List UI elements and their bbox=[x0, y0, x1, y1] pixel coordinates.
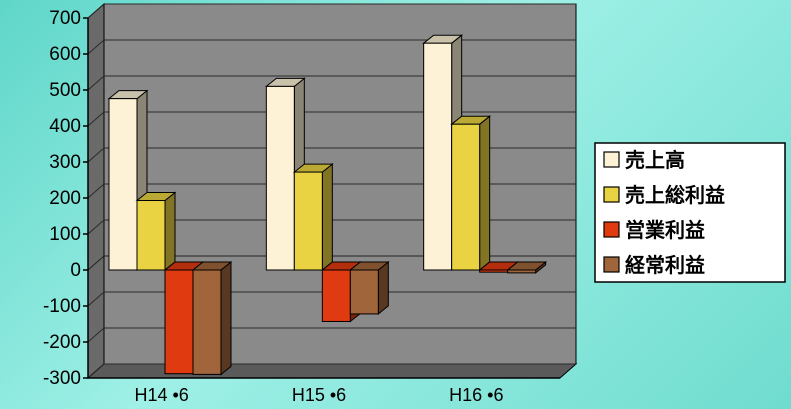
y-tick-label: 300 bbox=[49, 152, 81, 173]
grid-line bbox=[87, 147, 576, 163]
bar-2-1 bbox=[135, 191, 177, 272]
grid-line bbox=[87, 291, 576, 307]
grid-line bbox=[87, 75, 576, 91]
x-tick-label: H15 •6 bbox=[292, 385, 346, 405]
grid-line bbox=[87, 219, 576, 235]
y-tick-label: -200 bbox=[43, 332, 81, 353]
y-tick-label: -100 bbox=[43, 296, 81, 317]
legend-swatch bbox=[603, 221, 620, 238]
legend-swatch bbox=[603, 256, 620, 273]
y-axis-ticks: 700 600 500 400 300 200 100 0 -100 -200 -300 bbox=[43, 8, 89, 389]
y-tick-label: 200 bbox=[49, 188, 81, 209]
grid-line bbox=[87, 39, 576, 55]
y-tick-label: 700 bbox=[49, 8, 81, 29]
grid-line bbox=[87, 327, 576, 343]
bar-4-2 bbox=[348, 260, 390, 315]
grid-line bbox=[87, 363, 576, 379]
legend-label: 営業利益 bbox=[625, 218, 705, 242]
bar-4-3 bbox=[506, 260, 548, 274]
legend-label: 経常利益 bbox=[625, 253, 705, 277]
bar-2-2 bbox=[292, 163, 334, 272]
y-tick-label: 400 bbox=[49, 116, 81, 137]
grid-line bbox=[87, 255, 576, 271]
bars bbox=[107, 34, 548, 376]
legend-swatch bbox=[603, 151, 620, 168]
grid-line bbox=[87, 111, 576, 127]
legend-label: 売上総利益 bbox=[625, 183, 725, 207]
y-tick-label: 100 bbox=[49, 224, 81, 245]
y-tick-label: 500 bbox=[49, 80, 81, 101]
legend-swatch bbox=[603, 186, 620, 203]
y-tick-label: -300 bbox=[43, 368, 81, 389]
grid-line bbox=[87, 3, 576, 19]
grid-line bbox=[87, 183, 576, 199]
floor bbox=[86, 363, 578, 379]
y-tick-label: 600 bbox=[49, 44, 81, 65]
legend-label: 売上高 bbox=[625, 148, 685, 172]
x-tick-label: H14 •6 bbox=[134, 385, 188, 405]
bar-2-3 bbox=[450, 115, 492, 272]
x-axis-ticks: H14 •6 H15 •6 H16 •6 bbox=[88, 377, 560, 405]
y-tick-label: 0 bbox=[70, 260, 81, 281]
grid-lines bbox=[87, 3, 576, 379]
x-tick-label: H16 •6 bbox=[449, 385, 503, 405]
legend-box bbox=[594, 142, 786, 283]
bar-4-1 bbox=[191, 260, 233, 376]
